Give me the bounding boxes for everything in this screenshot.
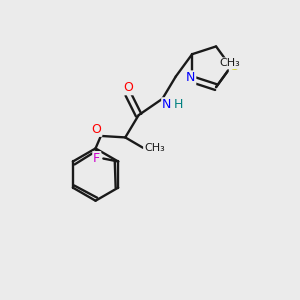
Text: S: S — [230, 60, 238, 73]
Text: CH₃: CH₃ — [219, 58, 240, 68]
Text: O: O — [92, 123, 101, 136]
Text: CH₃: CH₃ — [144, 143, 165, 153]
Text: N: N — [162, 98, 172, 111]
Text: O: O — [123, 81, 133, 94]
Text: H: H — [174, 98, 183, 111]
Text: F: F — [93, 152, 100, 165]
Text: N: N — [186, 71, 195, 84]
